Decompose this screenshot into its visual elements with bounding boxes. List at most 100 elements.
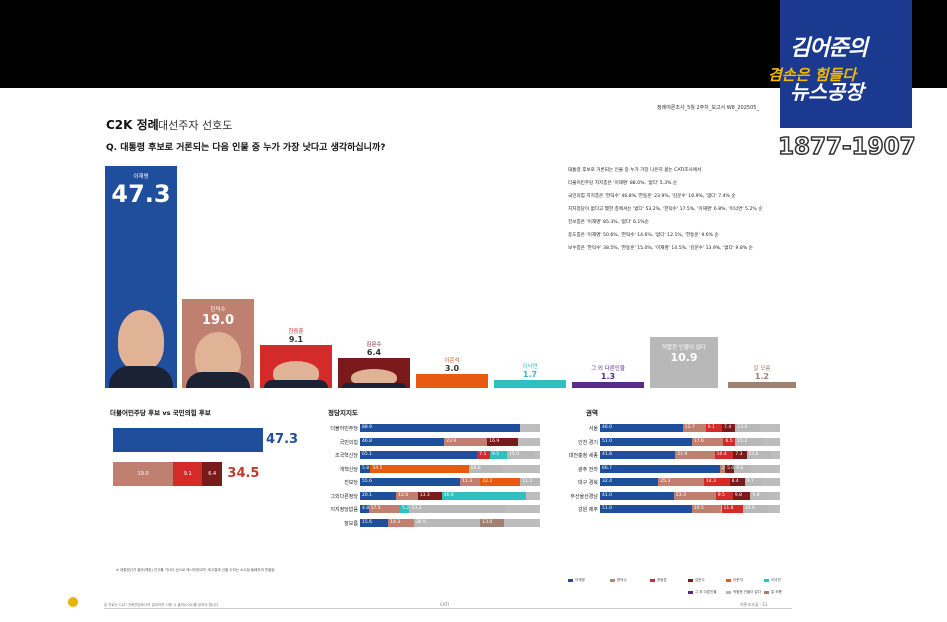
- row-seg: 15.0: [507, 451, 535, 459]
- desc-line: 더불어민주당 지지층은 '이재명' 88.0%, '없다' 5.3% 순: [568, 181, 678, 186]
- row-seg: 88.9: [360, 424, 521, 432]
- row-seg: 32.4: [600, 478, 659, 486]
- row-seg: 13.6: [735, 424, 760, 432]
- row-label: 광주 전라: [578, 466, 598, 473]
- legend-item: 한동훈: [650, 578, 667, 583]
- footer-left: 본 자료는 CATI 전화면접조사의 결과이며 사용 시 출처(C2K)를 밝혀…: [104, 603, 219, 607]
- show-logo-box: [780, 0, 912, 128]
- legend-swatch: [726, 578, 731, 582]
- page-subtitle: 대선주자 선호도: [158, 119, 233, 132]
- legend-item: 그 외 다른인물: [688, 590, 717, 595]
- row-label: 진보당: [344, 480, 358, 486]
- row-seg: 51.0: [600, 437, 692, 446]
- row-label: 대구 경북: [578, 480, 598, 486]
- row-seg: 11.1: [520, 478, 541, 486]
- legend-label: 한덕수: [617, 578, 627, 582]
- section-region-title: 권역: [586, 409, 598, 417]
- row-seg: 10.4: [714, 451, 734, 459]
- legend-item: 잘 모름: [764, 590, 782, 595]
- desc-line: 지지정당이 없다고 했한 층에서는 '없다' 53.2%, '한덕수' 17.5…: [568, 207, 763, 212]
- row-seg: 66.7: [600, 464, 721, 473]
- row-seg: 16.5: [691, 505, 722, 513]
- row-seg: 46.0: [600, 424, 683, 432]
- row-seg: 11.3: [460, 478, 481, 486]
- legend-swatch: [726, 590, 731, 594]
- row-seg: 53.2: [409, 505, 506, 513]
- row-seg: 7.1: [477, 451, 490, 459]
- row-seg: 22.2: [480, 478, 521, 486]
- footer-right: 여론조사꽃 - 11: [740, 602, 768, 607]
- row-seg: 46.6: [441, 491, 526, 500]
- row-seg: 14.3: [388, 518, 414, 527]
- show-title-top: 김어준의: [790, 36, 868, 61]
- row-seg: 51.0: [600, 505, 692, 513]
- row-label: 조국혁신당: [334, 453, 358, 459]
- row-seg: 18.6: [468, 464, 502, 473]
- row-seg: 36.9: [413, 518, 481, 527]
- row-seg: 5.2: [400, 505, 410, 513]
- legend-label: 이재명: [575, 578, 585, 582]
- legend-item: 한덕수: [610, 578, 627, 583]
- row-seg: 12.0: [396, 491, 418, 500]
- row-seg: 55.6: [360, 478, 461, 486]
- row-seg: 46.8: [360, 437, 445, 446]
- vs-seg: 6.4: [202, 462, 223, 486]
- legend-item: 이재명: [568, 578, 585, 583]
- row-seg: 20.1: [360, 491, 397, 500]
- vs-seg: 9.1: [173, 462, 203, 486]
- row-seg: 15.6: [360, 518, 389, 527]
- phone-number: 1877-1907: [777, 133, 916, 161]
- show-title-bottom: 뉴스공장: [790, 80, 864, 104]
- footnote: ※ 대통령선거 출마(예정) 인사를 가나다 순으로 제시하였으며, 조사결과 …: [116, 568, 275, 572]
- section-party-title: 정당지지도: [328, 409, 358, 417]
- row-label: 부산울산경남: [570, 493, 598, 500]
- row-seg: 23.3: [673, 491, 716, 500]
- vs-seg: 19.0: [113, 462, 174, 486]
- row-label: 그외다른정당: [330, 493, 358, 500]
- row-seg: 54.5: [370, 464, 469, 473]
- row-seg: 12.7: [682, 424, 706, 432]
- section-vs-title: 더불어민주당 후보 vs 국민의힘 후보: [110, 409, 211, 417]
- row-seg: 9.7: [744, 478, 763, 486]
- row-seg: 2.8: [720, 464, 726, 473]
- desc-line: 대통령 후보로 거론되는 인물 중 누가 가장 나은지 묻는 CATI조사에서: [568, 168, 702, 173]
- row-seg: 9.6: [734, 464, 752, 473]
- row-label: 더불어민주당: [330, 426, 358, 432]
- row-label: 대전충청 세종: [568, 453, 598, 459]
- legend-label: 그 외 다른인물: [695, 590, 717, 594]
- question-text: Q. 대통령 후보로 거론되는 다음 인물 중 누가 가장 낫다고 생각하십니까…: [106, 143, 386, 153]
- legend-label: 적합한 인물이 없다: [733, 590, 761, 594]
- row-seg: 65.1: [360, 451, 478, 459]
- legend-swatch: [764, 590, 769, 594]
- row-seg: 9.8: [732, 491, 751, 500]
- vs-bar-democratic: [113, 428, 263, 452]
- row-seg: 5.8: [360, 464, 371, 473]
- row-seg: 7.3: [733, 451, 747, 459]
- brand-title: C2K 정례: [106, 118, 159, 132]
- row-seg: 25.3: [658, 478, 704, 486]
- footer-divider: [104, 608, 792, 609]
- row-seg: 13.6: [746, 451, 771, 459]
- legend-swatch: [650, 578, 655, 582]
- legend-item: 이준석: [726, 578, 743, 583]
- row-seg: 5.0: [725, 464, 735, 473]
- show-slogan: 겸손은 힘들다: [768, 66, 857, 84]
- row-seg: 17.5: [368, 505, 401, 513]
- legend-swatch: [568, 578, 573, 582]
- desc-line: 중도층은 '이재명' 50.6%, '한덕수' 14.6%, '없다' 12.1…: [568, 233, 719, 238]
- row-seg: 6.5: [723, 437, 736, 446]
- legend-item: 이낙연: [764, 578, 781, 583]
- row-seg: 23.9: [444, 437, 488, 446]
- row-label: 개혁신당: [339, 466, 358, 473]
- legend-label: 이준석: [733, 578, 743, 582]
- legend-label: 잘 모름: [771, 590, 782, 594]
- row-seg: 9.5: [715, 491, 733, 500]
- legend-label: 한동훈: [657, 578, 667, 582]
- row-seg: 9.5: [489, 451, 508, 459]
- row-seg: 16.9: [487, 437, 518, 446]
- legend-label: 이낙연: [771, 578, 781, 582]
- row-label: 서울: [588, 426, 598, 432]
- row-seg: 13.3: [417, 491, 442, 500]
- description-block: 대통령 후보로 거론되는 인물 중 누가 가장 나은지 묻는 CATI조사에서 …: [568, 166, 783, 257]
- row-seg: 41.0: [600, 491, 674, 500]
